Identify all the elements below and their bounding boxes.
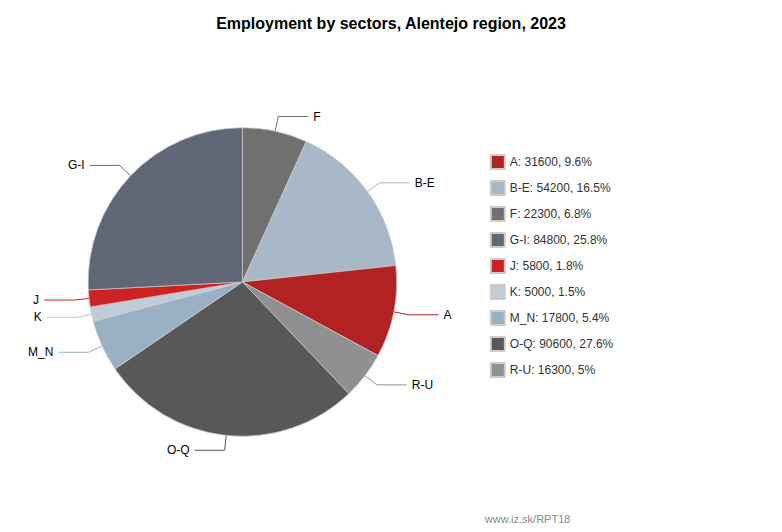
- svg-text:F: 22300, 6.8%: F: 22300, 6.8%: [510, 207, 592, 221]
- svg-text:R-U: R-U: [412, 378, 433, 392]
- svg-text:J: 5800, 1.8%: J: 5800, 1.8%: [510, 259, 584, 273]
- svg-text:F: F: [313, 110, 320, 124]
- svg-text:M_N: 17800, 5.4%: M_N: 17800, 5.4%: [510, 311, 610, 325]
- svg-text:K: K: [34, 310, 42, 324]
- svg-text:K: 5000, 1.5%: K: 5000, 1.5%: [510, 285, 586, 299]
- svg-text:B-E: 54200, 16.5%: B-E: 54200, 16.5%: [510, 181, 611, 195]
- svg-text:J: J: [33, 293, 39, 307]
- svg-text:A: 31600, 9.6%: A: 31600, 9.6%: [510, 155, 592, 169]
- svg-text:A: A: [443, 308, 451, 322]
- svg-text:G-I: G-I: [68, 158, 85, 172]
- svg-text:www.iz.sk/RPT18: www.iz.sk/RPT18: [484, 513, 571, 525]
- svg-text:O-Q: O-Q: [167, 443, 190, 457]
- svg-text:B-E: B-E: [415, 176, 435, 190]
- svg-text:G-I: 84800, 25.8%: G-I: 84800, 25.8%: [510, 233, 608, 247]
- svg-text:O-Q: 90600, 27.6%: O-Q: 90600, 27.6%: [510, 337, 614, 351]
- svg-text:M_N: M_N: [28, 345, 53, 359]
- svg-text:Employment by sectors, Alentej: Employment by sectors, Alentejo region, …: [216, 15, 566, 32]
- svg-text:R-U: 16300, 5%: R-U: 16300, 5%: [510, 363, 596, 377]
